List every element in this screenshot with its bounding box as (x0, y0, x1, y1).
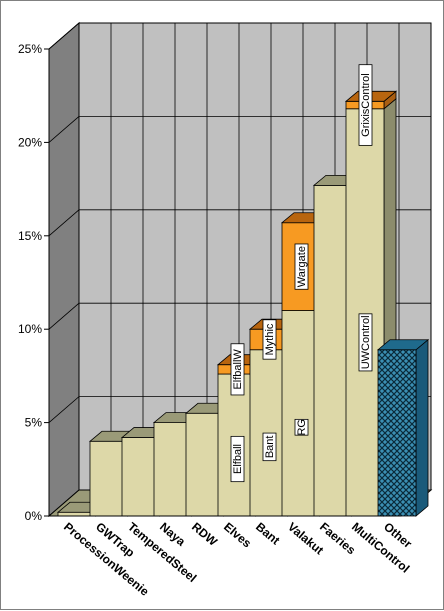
segment-label-text: ElfballW (232, 349, 244, 390)
segment-label: GrixisControl (358, 64, 373, 146)
segment-label-box (294, 243, 309, 290)
x-tick-label: Bant (253, 520, 282, 548)
y-tick-label: 15% (18, 229, 42, 243)
segment-label-text: Wargate (296, 246, 308, 287)
segment-label: Mythic (262, 319, 277, 360)
segment-label-text: RG (296, 419, 308, 436)
segment-label-text: UWControl (360, 315, 372, 369)
x-tick-label: Elves (221, 520, 254, 551)
segment-label-box (262, 432, 277, 462)
segment-label: RG (294, 418, 309, 436)
y-tick-label: 0% (25, 509, 43, 523)
bar-Other-s0-top (376, 339, 430, 351)
segment-label-box (294, 418, 309, 436)
segment-label-text: Elfball (232, 444, 244, 474)
segment-label: Bant (262, 432, 277, 462)
segment-label-text: Bant (264, 436, 276, 459)
segment-label-box (358, 64, 373, 146)
segment-label: UWControl (358, 313, 373, 372)
y-tick-label: 5% (25, 416, 43, 430)
segment-label-box (358, 313, 373, 372)
segment-label: Elfball (230, 435, 245, 483)
segment-label: ElfballW (230, 343, 245, 396)
y-tick-label: 25% (18, 42, 42, 56)
side-wall (48, 21, 80, 518)
y-tick-label: 20% (18, 135, 42, 149)
segment-label-box (230, 343, 245, 396)
segment-label-box (230, 435, 245, 483)
bar-Other-s0 (377, 349, 417, 517)
segment-label-box (262, 319, 277, 360)
y-tick-label: 10% (18, 322, 42, 336)
segment-label: Wargate (294, 243, 309, 290)
segment-label-text: GrixisControl (360, 73, 372, 137)
segment-label-text: Mythic (264, 323, 276, 355)
bar-Other-s0-side (415, 338, 429, 517)
x-tick-label: RDW (189, 520, 220, 550)
